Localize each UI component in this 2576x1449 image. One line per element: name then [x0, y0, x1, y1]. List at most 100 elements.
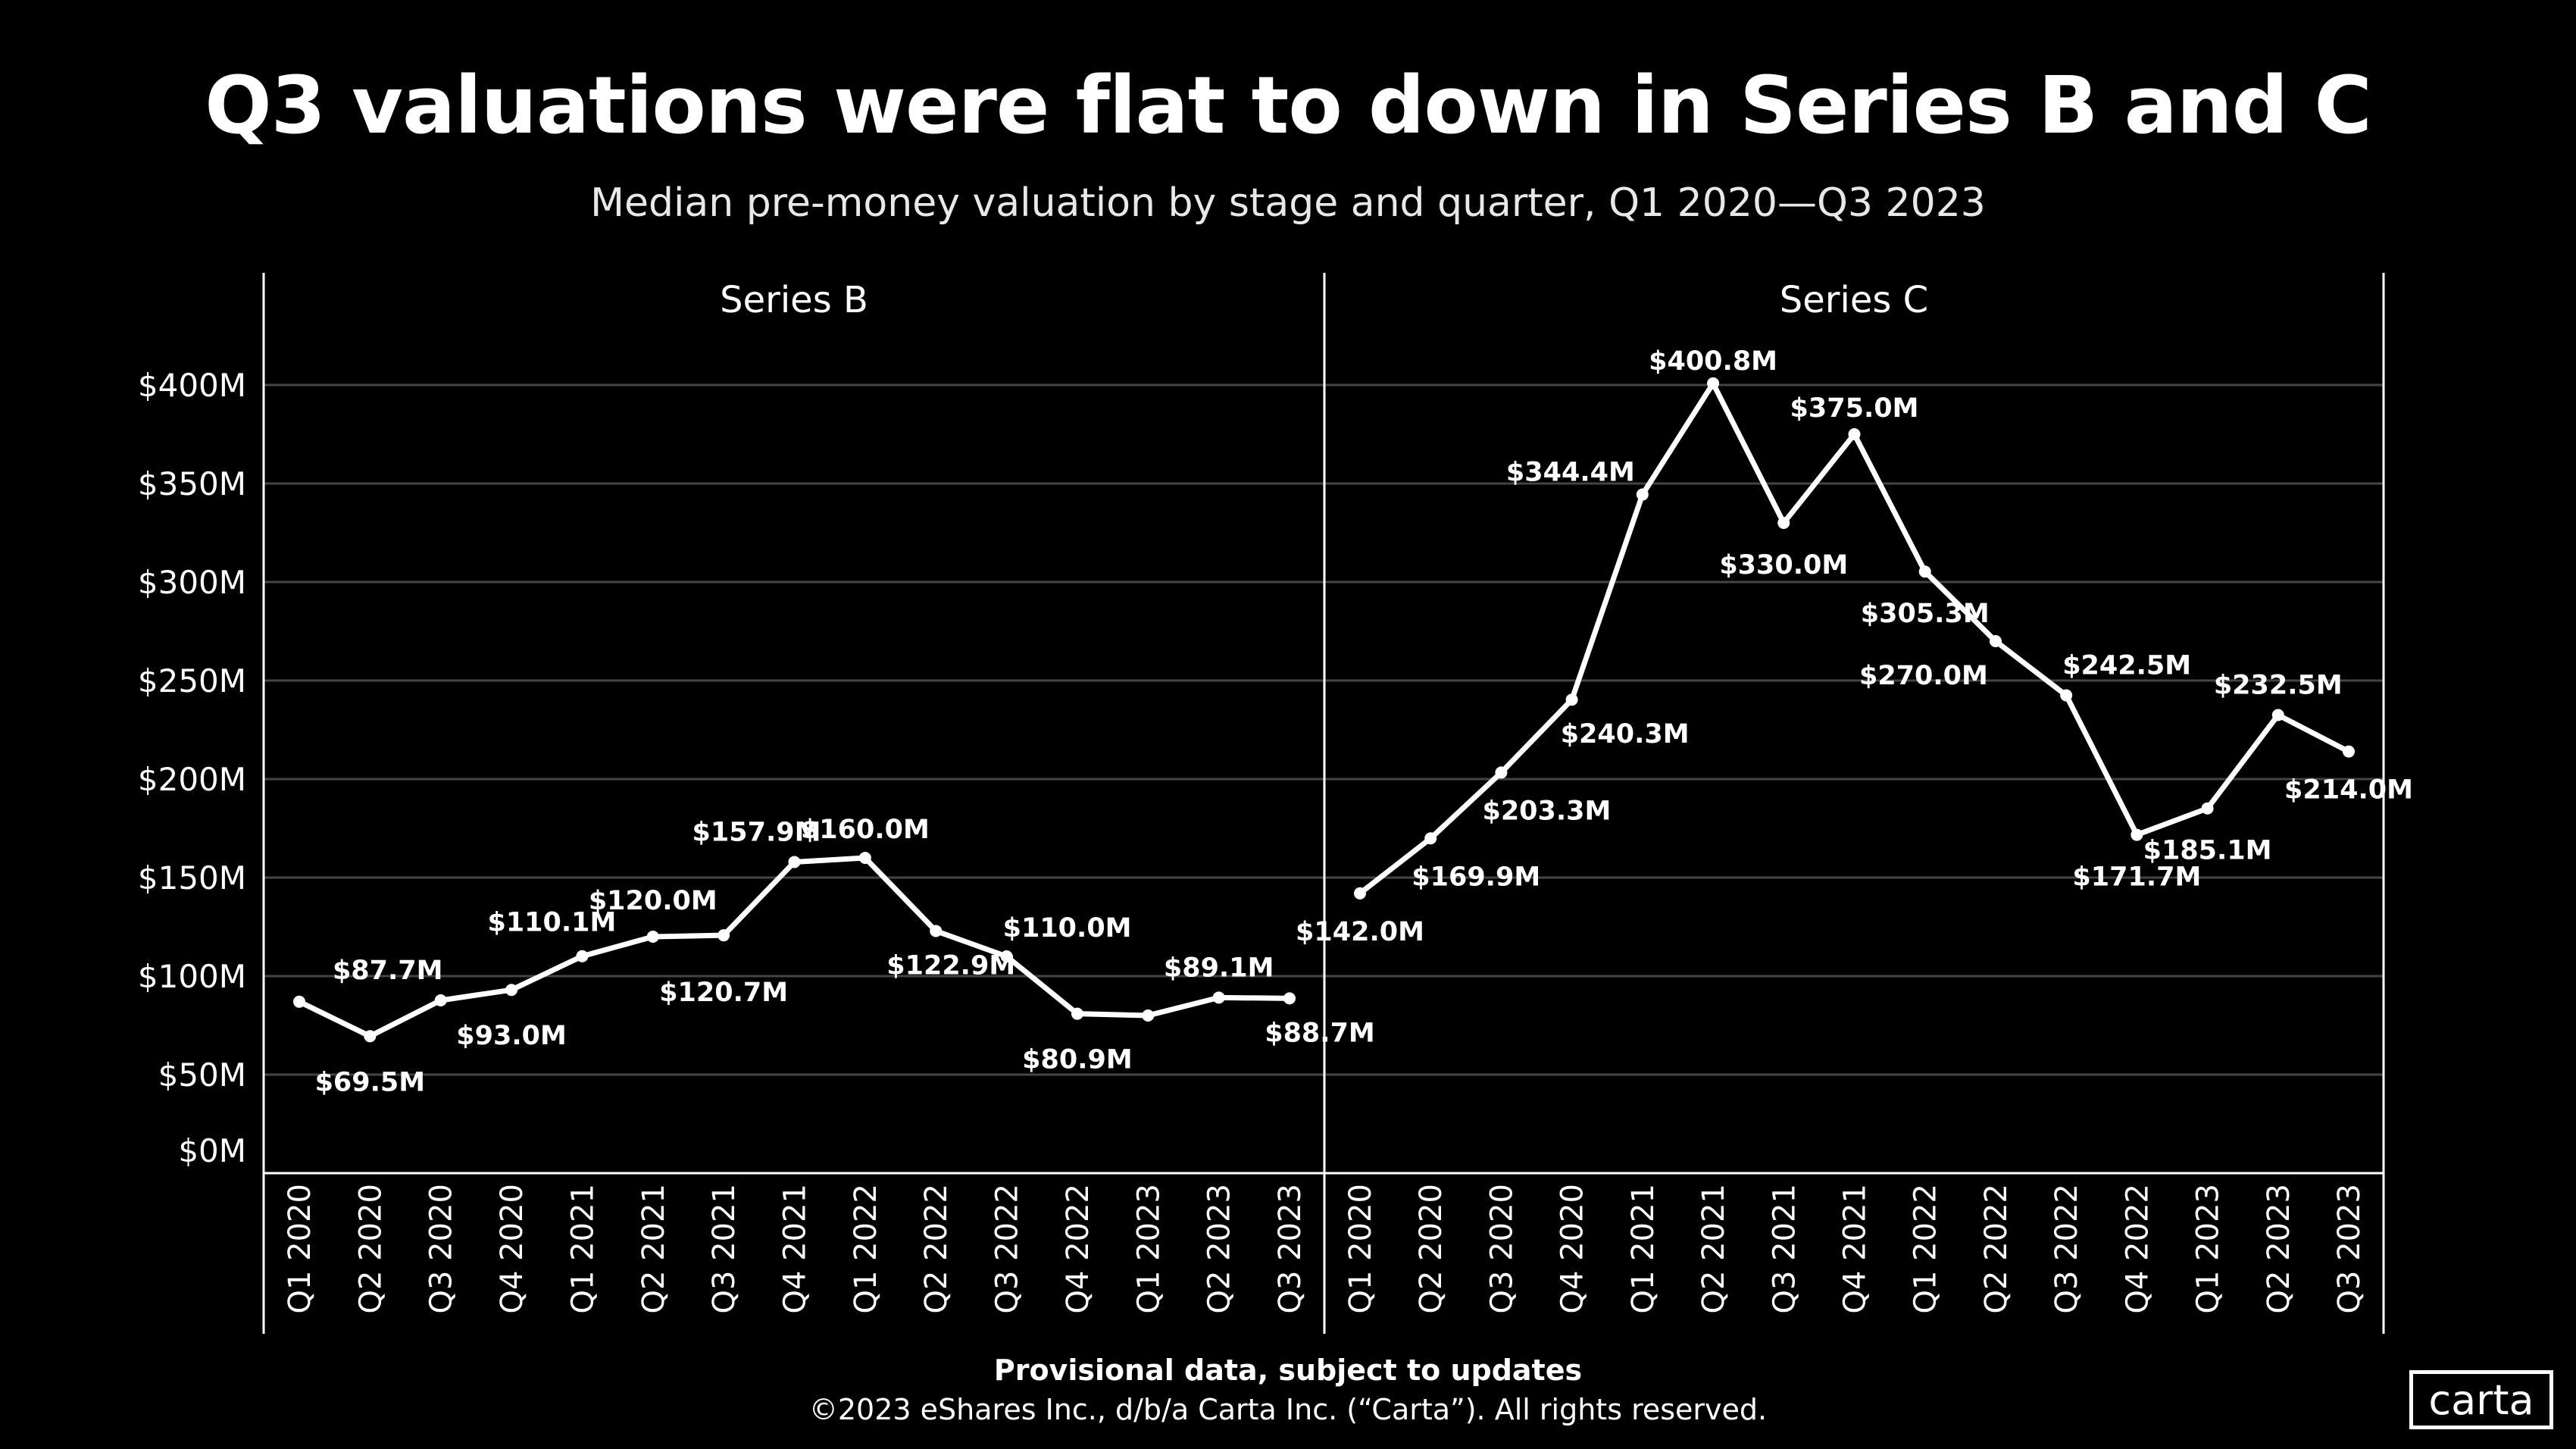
footer-note: Provisional data, subject to updates: [993, 1354, 1583, 1387]
data-point: [434, 994, 447, 1006]
data-label: $171.7M: [2072, 862, 2201, 893]
series-line: [298, 855, 1290, 1039]
data-point: [1071, 1007, 1083, 1020]
x-tick-label: Q1 2020: [1343, 1184, 1378, 1313]
data-point: [1707, 377, 1720, 390]
data-point: [858, 852, 871, 864]
chart-subtitle: Median pre-money valuation by stage and …: [590, 180, 1986, 226]
data-point: [717, 929, 730, 942]
data-label: $110.0M: [1003, 913, 1132, 944]
x-tick-label: Q1 2023: [2191, 1184, 2226, 1313]
x-tick-label: Q1 2021: [1626, 1184, 1661, 1313]
x-tick-label: Q2 2022: [919, 1184, 954, 1313]
data-label: $120.0M: [589, 886, 717, 916]
x-tick-label: Q2 2021: [636, 1184, 671, 1313]
panel-title: Series C: [1780, 279, 1928, 321]
x-tick-label: Q3 2020: [1484, 1184, 1519, 1313]
x-tick-label: Q3 2022: [990, 1184, 1025, 1313]
x-tick-label: Q3 2023: [1273, 1184, 1308, 1313]
data-label: $93.0M: [456, 1021, 567, 1051]
x-tick-label: Q2 2022: [1979, 1184, 2014, 1313]
data-point: [930, 925, 943, 937]
data-label: $89.1M: [1164, 953, 1274, 983]
data-point: [646, 931, 659, 943]
data-label: $270.0M: [1859, 661, 1988, 691]
y-tick-label: $50M: [158, 1056, 246, 1094]
carta-logo: carta: [2409, 1370, 2553, 1429]
data-point: [1777, 517, 1790, 529]
data-label: $232.5M: [2214, 671, 2343, 701]
x-tick-label: Q2 2021: [1696, 1184, 1731, 1313]
data-point: [1212, 991, 1225, 1004]
x-tick-label: Q1 2023: [1131, 1184, 1166, 1313]
data-label: $185.1M: [2143, 836, 2272, 866]
x-tick-label: Q3 2021: [1767, 1184, 1802, 1313]
data-label: $69.5M: [315, 1067, 426, 1097]
x-tick-label: Q4 2020: [1555, 1184, 1590, 1313]
data-point: [2060, 689, 2073, 702]
x-tick-label: Q2 2023: [1202, 1184, 1237, 1313]
data-point: [1000, 950, 1013, 962]
data-label: $240.3M: [1561, 719, 1690, 750]
data-point: [505, 984, 518, 997]
y-tick-label: $200M: [138, 761, 246, 798]
data-point: [2201, 802, 2214, 815]
copyright: ©2023 eShares Inc., d/b/a Carta Inc. (“C…: [808, 1393, 1768, 1426]
x-tick-label: Q3 2020: [424, 1184, 459, 1313]
data-point: [1636, 488, 1649, 501]
data-point: [1495, 766, 1508, 779]
data-point: [1424, 832, 1437, 845]
y-tick-label: $300M: [138, 564, 246, 601]
data-label: $142.0M: [1296, 917, 1424, 947]
y-tick-label: $0M: [178, 1132, 246, 1169]
x-tick-label: Q4 2022: [2120, 1184, 2155, 1313]
y-tick-label: $100M: [138, 958, 246, 995]
x-tick-label: Q4 2021: [778, 1184, 813, 1313]
y-tick-label: $150M: [138, 859, 246, 897]
x-tick-label: Q4 2020: [495, 1184, 530, 1313]
data-label: $157.9M: [692, 817, 821, 847]
x-tick-label: Q2 2023: [2262, 1184, 2296, 1313]
x-tick-label: Q2 2020: [1414, 1184, 1449, 1313]
panel-title: Series B: [720, 279, 868, 321]
data-label: $160.0M: [801, 815, 930, 845]
data-label: $169.9M: [1411, 862, 1540, 892]
x-tick-label: Q1 2022: [1909, 1184, 1943, 1313]
x-tick-label: Q1 2020: [283, 1184, 317, 1313]
data-label: $120.7M: [659, 978, 788, 1008]
x-tick-label: Q2 2020: [353, 1184, 388, 1313]
data-label: $400.8M: [1649, 346, 1777, 377]
data-label: $375.0M: [1790, 393, 1919, 424]
data-point: [364, 1030, 377, 1043]
y-tick-label: $400M: [138, 367, 246, 404]
data-point: [1142, 1009, 1155, 1022]
data-point: [1918, 565, 1931, 578]
data-point: [2131, 828, 2143, 841]
data-point: [1354, 887, 1366, 900]
data-point: [788, 856, 801, 868]
y-tick-label: $350M: [138, 465, 246, 502]
x-tick-label: Q3 2021: [707, 1184, 742, 1313]
x-tick-label: Q4 2022: [1061, 1184, 1096, 1313]
data-label: $242.5M: [2062, 651, 2191, 681]
data-point: [576, 950, 589, 962]
y-tick-label: $250M: [138, 662, 246, 699]
data-point: [2271, 709, 2284, 721]
logo-text: carta: [2428, 1375, 2534, 1424]
data-label: $87.7M: [333, 956, 443, 986]
x-tick-label: Q3 2022: [2049, 1184, 2084, 1313]
x-tick-label: Q1 2022: [849, 1184, 883, 1313]
data-label: $203.3M: [1482, 796, 1611, 826]
data-point: [1565, 693, 1578, 706]
x-tick-label: Q4 2021: [1838, 1184, 1873, 1313]
data-point: [1848, 428, 1861, 440]
data-label: $122.9M: [886, 950, 1015, 981]
data-point: [1283, 992, 1296, 1005]
chart-title: Q3 valuations were flat to down in Serie…: [205, 59, 2372, 152]
data-point: [293, 995, 305, 1008]
data-point: [2343, 745, 2355, 758]
data-label: $330.0M: [1719, 550, 1848, 581]
data-point: [1989, 635, 2002, 647]
x-tick-label: Q1 2021: [565, 1184, 600, 1313]
